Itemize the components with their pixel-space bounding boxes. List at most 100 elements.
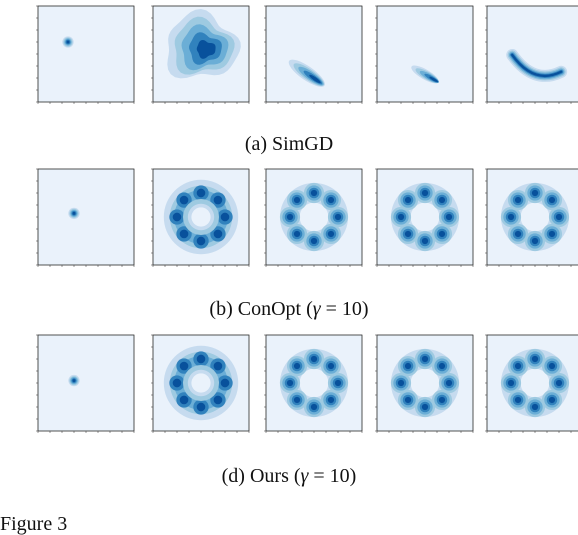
panel-ticks — [264, 5, 363, 104]
density-mark — [555, 213, 563, 221]
density-mark — [286, 379, 294, 387]
density-plot — [375, 334, 474, 433]
density-mark — [421, 403, 429, 411]
caption-simgd: (a) SimGD — [0, 132, 578, 156]
density-mark — [410, 202, 440, 232]
density-mark — [397, 213, 405, 221]
density-mark — [334, 379, 342, 387]
density-mark — [191, 373, 211, 393]
density-mark — [531, 403, 539, 411]
density-mark — [404, 396, 412, 404]
density-mark — [213, 195, 223, 205]
density-plot — [36, 168, 135, 267]
caption-ours-prefix: (d) Ours ( — [221, 465, 301, 487]
density-mark — [191, 207, 211, 227]
density-mark — [213, 229, 223, 239]
panel-border — [152, 168, 250, 266]
density-mark — [507, 213, 515, 221]
density-mark — [531, 355, 539, 363]
density-plot — [36, 334, 135, 433]
caption-simgd-text: (a) SimGD — [244, 133, 334, 155]
figure-label: Figure 3 — [0, 513, 68, 535]
panel-border — [265, 5, 363, 103]
density-mark — [334, 213, 342, 221]
density-mark — [310, 355, 318, 363]
caption-ours: (d) Ours (γ = 10) — [0, 464, 578, 488]
density-mark — [511, 53, 563, 77]
density-plot — [151, 168, 250, 267]
panel-border — [486, 334, 578, 432]
panel-background — [38, 335, 134, 431]
density-mark — [445, 379, 453, 387]
density-mark — [548, 396, 556, 404]
caption-conopt-gamma: γ — [312, 298, 321, 320]
caption-ours-gamma: γ — [300, 465, 309, 487]
density-plot — [485, 168, 578, 267]
panel-ticks — [485, 5, 572, 104]
density-panel — [150, 332, 252, 434]
density-panel — [35, 332, 137, 434]
density-mark — [213, 395, 223, 405]
density-mark — [410, 368, 440, 398]
density-panel — [263, 166, 365, 268]
row-conopt — [0, 166, 578, 268]
density-mark — [404, 230, 412, 238]
density-panel — [484, 332, 578, 434]
density-mark — [299, 368, 329, 398]
density-mark — [327, 362, 335, 370]
density-plot — [151, 5, 250, 104]
caption-conopt: (b) ConOpt (γ = 10) — [0, 297, 578, 321]
density-mark — [213, 361, 223, 371]
panel-ticks — [485, 334, 572, 433]
panel-ticks — [36, 5, 135, 104]
density-mark — [196, 354, 206, 364]
density-mark — [196, 402, 206, 412]
density-mark — [310, 403, 318, 411]
panel-border — [152, 5, 250, 103]
panel-ticks — [264, 168, 363, 267]
density-panel — [150, 3, 252, 105]
panel-background — [377, 6, 473, 102]
caption-ours-rest: = 10) — [308, 465, 357, 487]
figure: (a) SimGD (b) ConOpt (γ = 10) (d) Ours (… — [0, 3, 578, 534]
density-plot — [264, 334, 363, 433]
panel-ticks — [151, 5, 250, 104]
density-panel — [35, 3, 137, 105]
density-mark — [286, 213, 294, 221]
density-plot — [264, 168, 363, 267]
density-mark — [514, 196, 522, 204]
density-mark — [404, 196, 412, 204]
panel-border — [376, 168, 474, 266]
density-mark — [429, 76, 439, 83]
density-panel — [263, 3, 365, 105]
caption-conopt-rest: = 10) — [320, 298, 369, 320]
panel-border — [265, 168, 363, 266]
density-mark — [172, 212, 182, 222]
density-mark — [179, 195, 189, 205]
density-panel — [263, 332, 365, 434]
panel-ticks — [151, 334, 250, 433]
panel-background — [38, 6, 134, 102]
density-mark — [438, 196, 446, 204]
density-mark — [179, 361, 189, 371]
density-mark — [196, 40, 216, 59]
density-plot — [375, 5, 474, 104]
panel-ticks — [264, 334, 363, 433]
density-mark — [220, 378, 230, 388]
panel-background — [487, 6, 578, 102]
density-mark — [445, 213, 453, 221]
density-mark — [293, 196, 301, 204]
density-plot — [36, 5, 135, 104]
panel-ticks — [36, 168, 135, 267]
density-panel — [374, 332, 476, 434]
density-mark — [293, 362, 301, 370]
density-mark — [327, 196, 335, 204]
density-mark — [548, 196, 556, 204]
panel-ticks — [36, 334, 135, 433]
density-plot — [264, 5, 363, 104]
density-mark — [421, 237, 429, 245]
row-simgd — [0, 3, 578, 105]
density-panel — [374, 166, 476, 268]
panel-border — [376, 334, 474, 432]
density-mark — [397, 379, 405, 387]
